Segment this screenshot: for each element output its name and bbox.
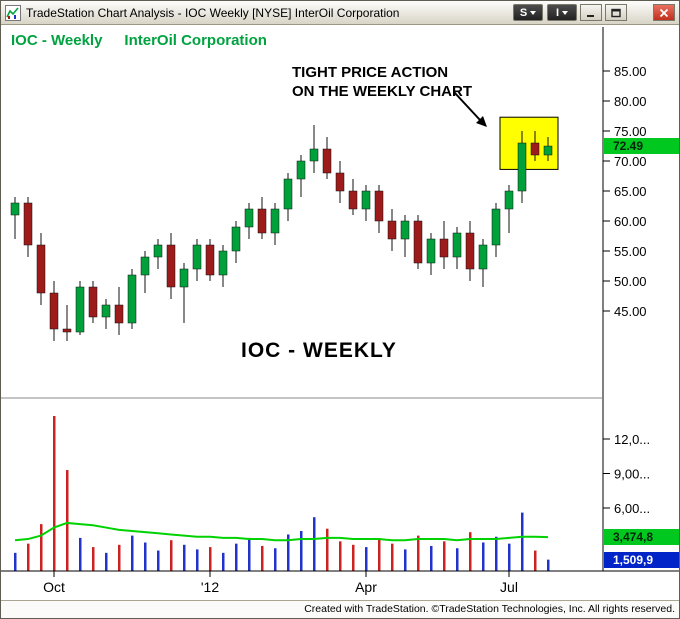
svg-text:9,00...: 9,00...: [614, 467, 650, 482]
pane-watermark-label: IOC - WEEKLY: [241, 339, 397, 362]
restore-icon: [611, 8, 621, 17]
volume-bars: [14, 416, 550, 571]
close-icon: [659, 8, 669, 17]
s-dropdown-label: S: [519, 6, 528, 19]
company-label: InterOil Corporation: [124, 32, 267, 49]
svg-text:12,0...: 12,0...: [614, 432, 650, 447]
chevron-down-icon: [562, 10, 569, 15]
svg-text:55.00: 55.00: [614, 244, 647, 259]
candles: [10, 125, 553, 341]
annotation-line1: TIGHT PRICE ACTION: [292, 64, 449, 81]
volume-axis: 12,0... 9,00... 6,00...: [603, 432, 650, 516]
copyright-text: Created with TradeStation. ©TradeStation…: [304, 603, 675, 615]
volume-ma-line: [14, 521, 549, 542]
i-dropdown-button[interactable]: I: [547, 4, 577, 21]
annotation-line2: ON THE WEEKLY CHART: [292, 83, 473, 100]
svg-text:85.00: 85.00: [614, 64, 647, 79]
status-bar: Created with TradeStation. ©TradeStation…: [1, 600, 679, 618]
chart-symbol-header: IOC - Weekly InterOil Corporation: [11, 32, 267, 49]
s-dropdown-button[interactable]: S: [513, 4, 543, 21]
chevron-down-icon: [530, 10, 537, 15]
app-icon: [5, 4, 21, 21]
last-volume-badge: 1,509,9: [604, 552, 679, 568]
svg-text:Oct: Oct: [43, 579, 65, 595]
annotation-text: TIGHT PRICE ACTION ON THE WEEKLY CHART: [292, 63, 472, 101]
i-dropdown-label: I: [555, 6, 560, 19]
svg-text:65.00: 65.00: [614, 184, 647, 199]
svg-text:60.00: 60.00: [614, 214, 647, 229]
svg-text:80.00: 80.00: [614, 94, 647, 109]
annotation-arrow: [453, 91, 487, 127]
symbol-label: IOC - Weekly: [11, 32, 103, 49]
pane-frame-lines: [1, 27, 679, 572]
window-title: TradeStation Chart Analysis - IOC Weekly…: [26, 5, 400, 20]
svg-text:6,00...: 6,00...: [614, 501, 650, 516]
restore-button[interactable]: [605, 4, 627, 21]
minimize-icon: [587, 14, 594, 17]
minimize-button[interactable]: [580, 4, 602, 21]
svg-text:Apr: Apr: [355, 579, 377, 595]
svg-text:70.00: 70.00: [614, 154, 647, 169]
svg-text:50.00: 50.00: [614, 274, 647, 289]
svg-text:'12: '12: [201, 579, 219, 595]
price-axis: 85.00 80.00 75.00 70.00 65.00 60.00 55.00 50.00…: [603, 64, 647, 319]
svg-text:Jul: Jul: [500, 579, 518, 595]
svg-text:45.00: 45.00: [614, 304, 647, 319]
volume-ma-badge: 3,474,8: [604, 529, 679, 545]
close-button[interactable]: [653, 4, 675, 21]
highlight-box: [499, 116, 559, 170]
svg-text:75.00: 75.00: [614, 124, 647, 139]
last-price-badge: 72.49: [604, 138, 679, 154]
time-axis: Oct '12 Apr Jul: [43, 571, 518, 595]
titlebar[interactable]: TradeStation Chart Analysis - IOC Weekly…: [1, 1, 679, 25]
